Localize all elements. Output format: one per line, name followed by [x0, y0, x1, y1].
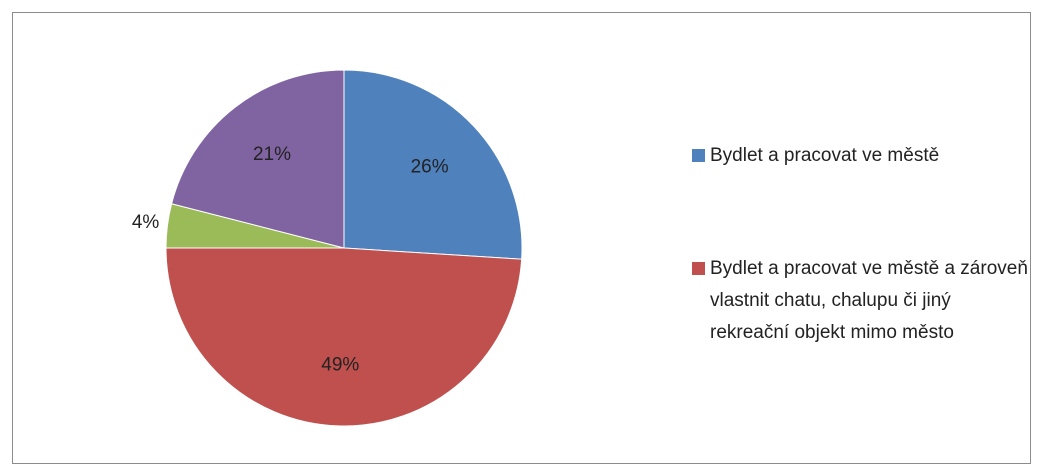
- legend-swatch: [692, 262, 705, 275]
- pie-slice: [343, 69, 523, 260]
- data-label: 4%: [132, 212, 160, 233]
- legend-swatch: [692, 149, 705, 162]
- legend-label: Bydlet a pracovat ve městě a zároveň vla…: [710, 258, 1028, 343]
- pie-slice: [170, 69, 345, 249]
- pie-slice: [165, 247, 523, 427]
- legend-item: Bydlet a pracovat ve městě: [692, 140, 1032, 172]
- data-label: 49%: [321, 354, 359, 375]
- data-label: 21%: [253, 144, 291, 165]
- legend-item: Bydlet a pracovat ve městě a zároveň vla…: [692, 253, 1032, 349]
- data-label: 26%: [411, 157, 449, 178]
- legend-label: Bydlet a pracovat ve městě: [710, 145, 940, 166]
